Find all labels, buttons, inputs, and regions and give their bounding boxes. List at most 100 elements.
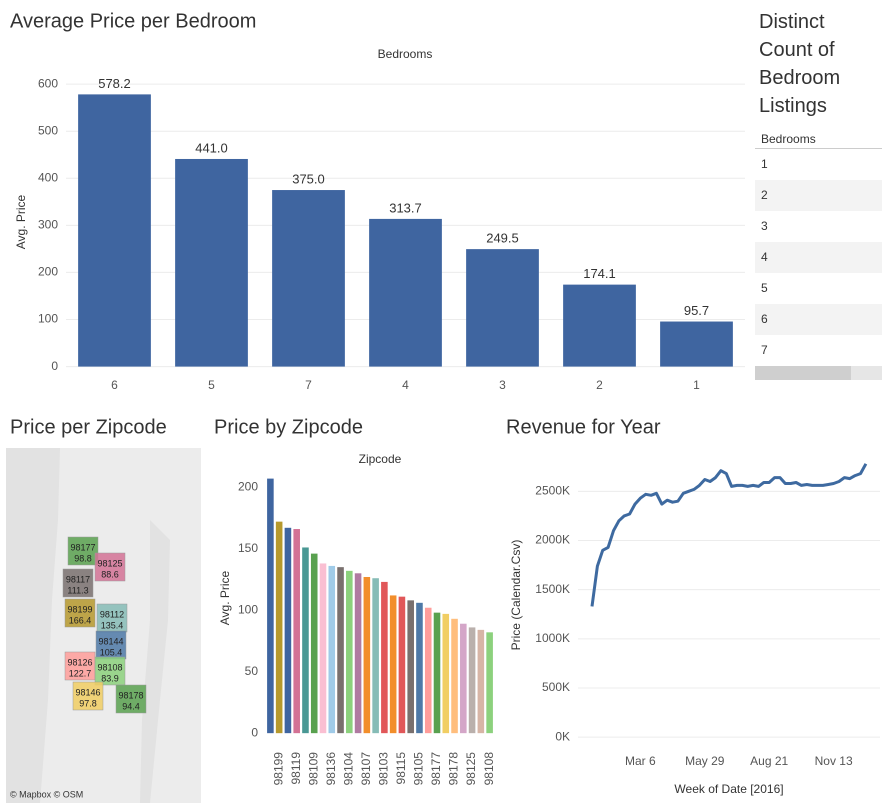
y-tick-label: 0K [555, 729, 570, 743]
value-label: 95.7 [684, 303, 709, 318]
zip-value: 105.4 [100, 647, 123, 657]
table-row: 5 [761, 281, 768, 295]
scrollbar[interactable] [755, 366, 882, 380]
value-label: 249.5 [486, 231, 519, 246]
zip-label: 98112 [100, 609, 124, 619]
bar [302, 547, 309, 734]
table-title: Distinct Count of Bedroom Listings [759, 11, 841, 117]
bar [272, 190, 345, 367]
bar [398, 596, 406, 734]
listing-table: Distinct Count of Bedroom Listings Bedro… [755, 8, 882, 380]
bar [466, 249, 539, 367]
zip-label: 98117 [66, 574, 90, 584]
bar [416, 602, 423, 734]
zip-label: 98178 [118, 690, 143, 700]
y-tick-label: 100 [238, 602, 258, 616]
zip-label: 98177 [70, 542, 95, 552]
zip-region [95, 630, 127, 660]
x-tick-label: 98103 [377, 752, 391, 786]
bar [407, 600, 414, 734]
x-tick-label: 98178 [447, 752, 461, 786]
x-tick-label: 1 [693, 378, 700, 392]
bar [346, 570, 353, 734]
zip-label: 98144 [98, 636, 123, 646]
zip-value: 135.4 [101, 620, 124, 630]
zip-region [72, 681, 104, 711]
value-label: 313.7 [389, 200, 422, 215]
x-tick-label: 98107 [359, 752, 373, 786]
bar [433, 612, 441, 734]
table-row: 4 [755, 242, 882, 273]
y-tick-label: 2000K [535, 533, 570, 547]
x-axis-title: Zipcode [359, 452, 402, 466]
value-label: 441.0 [195, 140, 228, 155]
bar [78, 94, 151, 367]
x-tick-label: 98119 [289, 752, 303, 785]
y-tick-label: 200 [238, 479, 258, 493]
chart-title: Price by Zipcode [214, 416, 363, 438]
x-tick-label: 98105 [412, 752, 426, 786]
x-axis-title: Week of Date [2016] [674, 782, 783, 796]
y-tick-label: 50 [245, 664, 259, 678]
bar [381, 581, 388, 734]
x-tick-label: 5 [208, 378, 215, 392]
bar [310, 553, 318, 734]
x-tick-label: Aug 21 [750, 754, 788, 768]
zip-label: 98199 [67, 604, 92, 614]
zip-value: 94.4 [122, 701, 140, 711]
zip-value: 88.6 [101, 569, 119, 579]
x-tick-label: 98199 [271, 752, 285, 786]
y-tick-label: 200 [38, 265, 58, 279]
y-tick-label: 1000K [535, 631, 570, 645]
y-axis-title: Avg. Price [218, 570, 232, 625]
bar [372, 578, 379, 734]
map-water [140, 520, 170, 803]
bar [363, 576, 371, 734]
x-tick-label: 98109 [306, 752, 320, 786]
bar [369, 218, 442, 367]
zip-label: 98146 [75, 687, 100, 697]
y-tick-label: 600 [38, 76, 58, 90]
scroll-thumb[interactable] [755, 366, 851, 380]
bar [468, 627, 476, 734]
bar [451, 618, 458, 734]
y-tick-label: 500K [542, 680, 570, 694]
y-axis-title: Avg. Price [14, 194, 28, 249]
value-label: 578.2 [98, 76, 131, 91]
bar [389, 595, 397, 734]
zip-region [94, 656, 126, 686]
bar [460, 623, 467, 734]
x-tick-label: 98125 [464, 752, 478, 786]
zip-value: 111.3 [67, 585, 88, 595]
bar [486, 632, 493, 734]
x-tick-label: 98115 [394, 752, 408, 785]
table-body: 1 2 3 4 5 6 7 [755, 149, 882, 366]
bar [337, 567, 344, 734]
map-attribution: © Mapbox © OSM [10, 789, 83, 799]
zip-label: 98125 [97, 558, 122, 568]
y-tick-label: 500 [38, 123, 58, 137]
bar [284, 527, 292, 734]
bar [477, 629, 485, 734]
zip-region [64, 598, 96, 628]
bar [319, 563, 327, 734]
zip-region [94, 552, 126, 582]
table-row: 7 [761, 343, 768, 357]
zip-region [67, 536, 99, 566]
table-row: 6 [755, 304, 882, 335]
value-label: 375.0 [292, 171, 325, 186]
x-tick-label: Mar 6 [625, 754, 656, 768]
x-tick-label: 6 [111, 378, 118, 392]
x-tick-label: 2 [596, 378, 603, 392]
value-label: 174.1 [583, 266, 616, 281]
x-tick-label: May 29 [685, 754, 725, 768]
zip-value: 97.8 [79, 698, 97, 708]
y-tick-label: 0 [51, 359, 58, 373]
table-row: 3 [761, 219, 768, 233]
zip-label: 98126 [67, 657, 92, 667]
zip-value: 122.7 [69, 668, 92, 678]
map-water [6, 448, 60, 803]
zip-label: 98108 [97, 662, 122, 672]
